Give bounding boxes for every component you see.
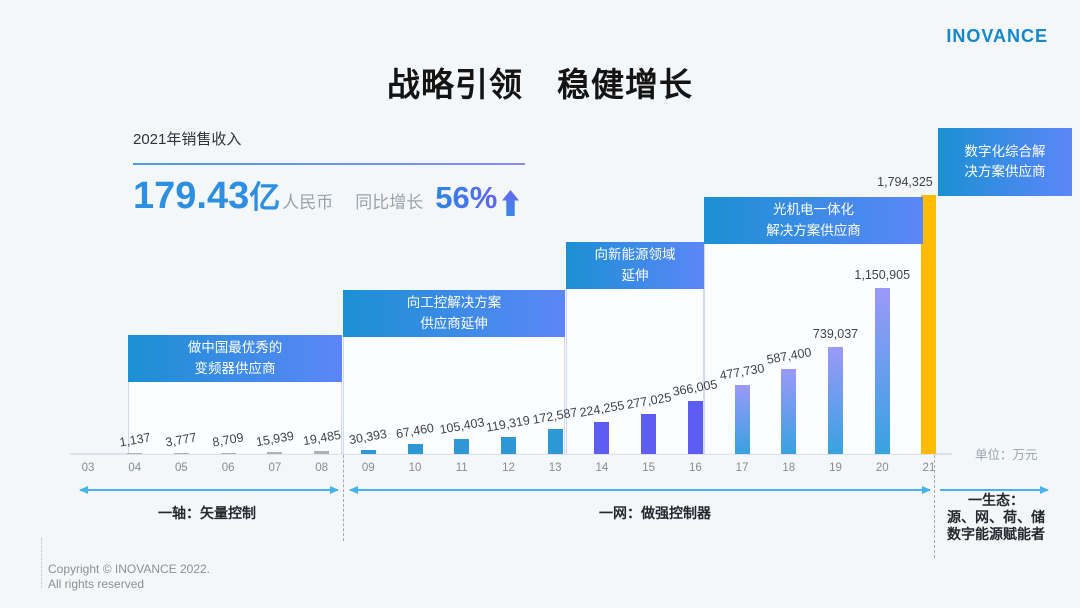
copyright-note: Copyright © INOVANCE 2022. All rights re… <box>48 562 210 592</box>
era-label-line: 源、网、荷、储 <box>947 509 1045 526</box>
arrowhead-right-icon <box>330 486 339 494</box>
bar-2009 <box>360 449 376 454</box>
phase-label-line: 延伸 <box>621 267 649 283</box>
phase-step-body <box>128 382 342 454</box>
year-tick-13: 13 <box>548 462 562 474</box>
phase-label-5: 数字化综合解 决方案供应商 <box>938 128 1072 196</box>
bar-value-2020: 1,150,905 <box>854 267 911 282</box>
phase-label-line: 决方案供应商 <box>964 164 1046 179</box>
phase-label-line: 光机电一体化 <box>773 202 854 218</box>
era-arrow-1 <box>79 486 339 494</box>
bar-2014 <box>594 421 610 454</box>
era-label-1: 一轴：矢量控制 <box>97 505 317 522</box>
year-tick-12: 12 <box>502 462 515 474</box>
phase-label-line: 向工控解决方案 <box>406 295 502 311</box>
year-tick-05: 05 <box>175 462 188 474</box>
arrowhead-right-icon <box>922 486 931 494</box>
bar-2012 <box>500 436 516 454</box>
bar-2021 <box>921 195 937 454</box>
growth-label: 同比增长 <box>355 193 424 212</box>
bar-2016 <box>687 401 703 454</box>
era-label-line: 一网：做强控制器 <box>599 505 711 521</box>
unit-label: 单位：万元 <box>975 448 1038 462</box>
revenue-summary: 2021年销售收入 179.43亿 人民币 同比增长 56% <box>133 128 533 218</box>
arrowhead-left-icon <box>79 486 88 494</box>
bar-2004 <box>127 452 143 454</box>
era-label-line: 一轴：矢量控制 <box>158 505 256 521</box>
year-tick-07: 07 <box>268 462 282 474</box>
inovance-logo: INOVANCE <box>946 26 1048 46</box>
footer-divider <box>41 538 42 588</box>
slide-title: 战略引领 稳健增长 <box>387 66 693 103</box>
bar-2006 <box>220 452 236 454</box>
up-arrow-icon <box>502 190 520 221</box>
phase-label-2: 向工控解决方案 供应商延伸 <box>343 290 565 337</box>
phase-label-4: 光机电一体化 解决方案供应商 <box>704 197 923 244</box>
year-tick-15: 15 <box>642 462 656 474</box>
arrowhead-right-icon <box>1040 486 1049 494</box>
bar-2019 <box>828 347 844 454</box>
bar-2011 <box>454 438 470 454</box>
era-arrow-3 <box>940 486 1049 494</box>
bar-2017 <box>734 385 750 454</box>
revenue-currency-label: 人民币 <box>282 193 334 212</box>
era-label-3: 一生态： 源、网、荷、储 数字能源赋能者 <box>886 492 1080 543</box>
bar-2010 <box>407 444 423 454</box>
phase-label-1: 做中国最优秀的 变频器供应商 <box>128 335 342 382</box>
revenue-underline <box>133 163 525 165</box>
bar-value-2021: 1,794,325 <box>877 175 933 189</box>
x-axis-line <box>70 453 952 455</box>
phase-label-line: 供应商延伸 <box>420 315 488 331</box>
growth-value: 56% <box>435 180 498 215</box>
year-tick-18: 18 <box>782 462 796 474</box>
revenue-amount-unit: 亿 <box>249 180 281 215</box>
bar-2013 <box>547 429 563 454</box>
phase-step-body <box>566 289 704 454</box>
revenue-amount-number: 179.43 <box>133 175 250 217</box>
era-label-line: 一生态： <box>968 492 1024 508</box>
copyright-line2: All rights reserved <box>48 577 145 591</box>
bar-value-2019: 739,037 <box>812 327 859 342</box>
phase-label-line: 数字化综合解 <box>964 143 1046 159</box>
year-tick-06: 06 <box>221 462 235 474</box>
revenue-figures: 179.43亿 人民币 同比增长 56% <box>133 172 533 218</box>
year-tick-08: 08 <box>315 462 328 474</box>
revenue-amount: 179.43亿 <box>133 172 280 218</box>
revenue-caption: 2021年销售收入 <box>133 131 242 148</box>
year-tick-09: 09 <box>361 462 375 474</box>
phase-label-line: 向新能源领域 <box>594 247 676 263</box>
era-label-line: 数字能源赋能者 <box>947 526 1045 543</box>
bar-2005 <box>173 452 189 454</box>
arrowhead-left-icon <box>349 486 358 494</box>
bar-2007 <box>267 451 283 454</box>
phase-label-line: 做中国最优秀的 <box>187 340 283 356</box>
bar-2018 <box>781 369 797 454</box>
year-tick-17: 17 <box>735 462 749 474</box>
phase-separator-dashed-line <box>343 455 344 541</box>
bar-2008 <box>314 451 330 454</box>
year-tick-14: 14 <box>595 462 609 474</box>
bar-2015 <box>641 414 657 454</box>
year-tick-21: 21 <box>922 462 936 474</box>
year-tick-11: 11 <box>455 462 468 474</box>
phase-step-body <box>343 337 565 454</box>
bar-2020 <box>874 287 890 454</box>
year-tick-03: 03 <box>81 462 95 474</box>
era-label-2: 一网：做强控制器 <box>545 505 765 522</box>
copyright-line1: Copyright © INOVANCE 2022. <box>48 562 211 576</box>
phase-label-line: 解决方案供应商 <box>766 222 861 238</box>
year-tick-04: 04 <box>128 462 142 474</box>
era-arrow-2 <box>349 486 931 494</box>
phase-label-3: 向新能源领域 延伸 <box>566 242 704 289</box>
year-tick-19: 19 <box>829 462 842 474</box>
phase-separator-dashed-line <box>934 455 935 558</box>
phase-label-line: 变频器供应商 <box>194 360 276 376</box>
year-tick-10: 10 <box>408 462 422 474</box>
year-tick-20: 20 <box>875 462 889 474</box>
year-tick-16: 16 <box>688 462 702 474</box>
